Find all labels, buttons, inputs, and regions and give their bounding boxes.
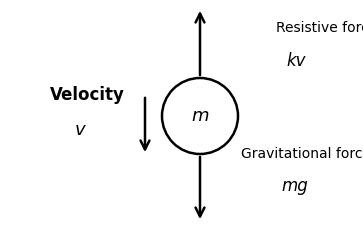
Text: kv: kv xyxy=(287,51,306,70)
Text: Resistive force: Resistive force xyxy=(276,21,363,35)
Text: v: v xyxy=(75,121,85,139)
Text: m: m xyxy=(191,107,209,125)
Text: Gravitational force: Gravitational force xyxy=(241,147,363,161)
Ellipse shape xyxy=(162,78,238,154)
Text: Velocity: Velocity xyxy=(50,86,125,104)
Text: mg: mg xyxy=(281,177,308,195)
